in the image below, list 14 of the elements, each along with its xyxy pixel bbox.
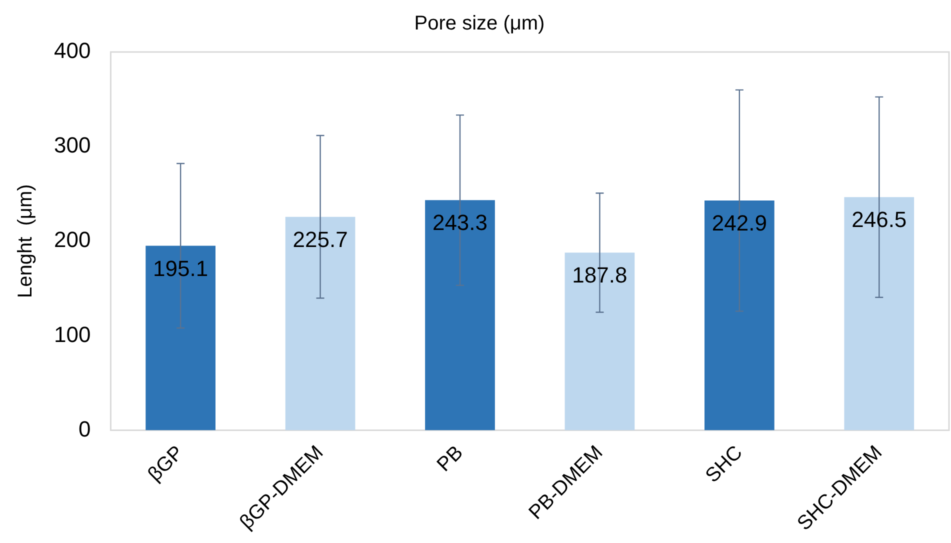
- y-tick-label: 200: [54, 227, 91, 252]
- y-axis-title: Lenght (μm): [14, 184, 37, 298]
- data-label: 246.5: [852, 207, 907, 232]
- y-tick-label: 300: [54, 132, 91, 158]
- x-tick-label: PB: [433, 442, 468, 476]
- data-label: 195.1: [153, 256, 208, 281]
- data-label: 242.9: [712, 210, 767, 236]
- y-tick-label: 0: [78, 416, 91, 442]
- chart-title: Pore size (μm): [414, 12, 545, 35]
- y-tick-label: 400: [54, 38, 91, 64]
- y-tick-label: 100: [54, 322, 91, 347]
- data-label: 243.3: [432, 210, 488, 236]
- data-label: 187.8: [572, 262, 628, 288]
- data-label: 225.7: [292, 226, 348, 252]
